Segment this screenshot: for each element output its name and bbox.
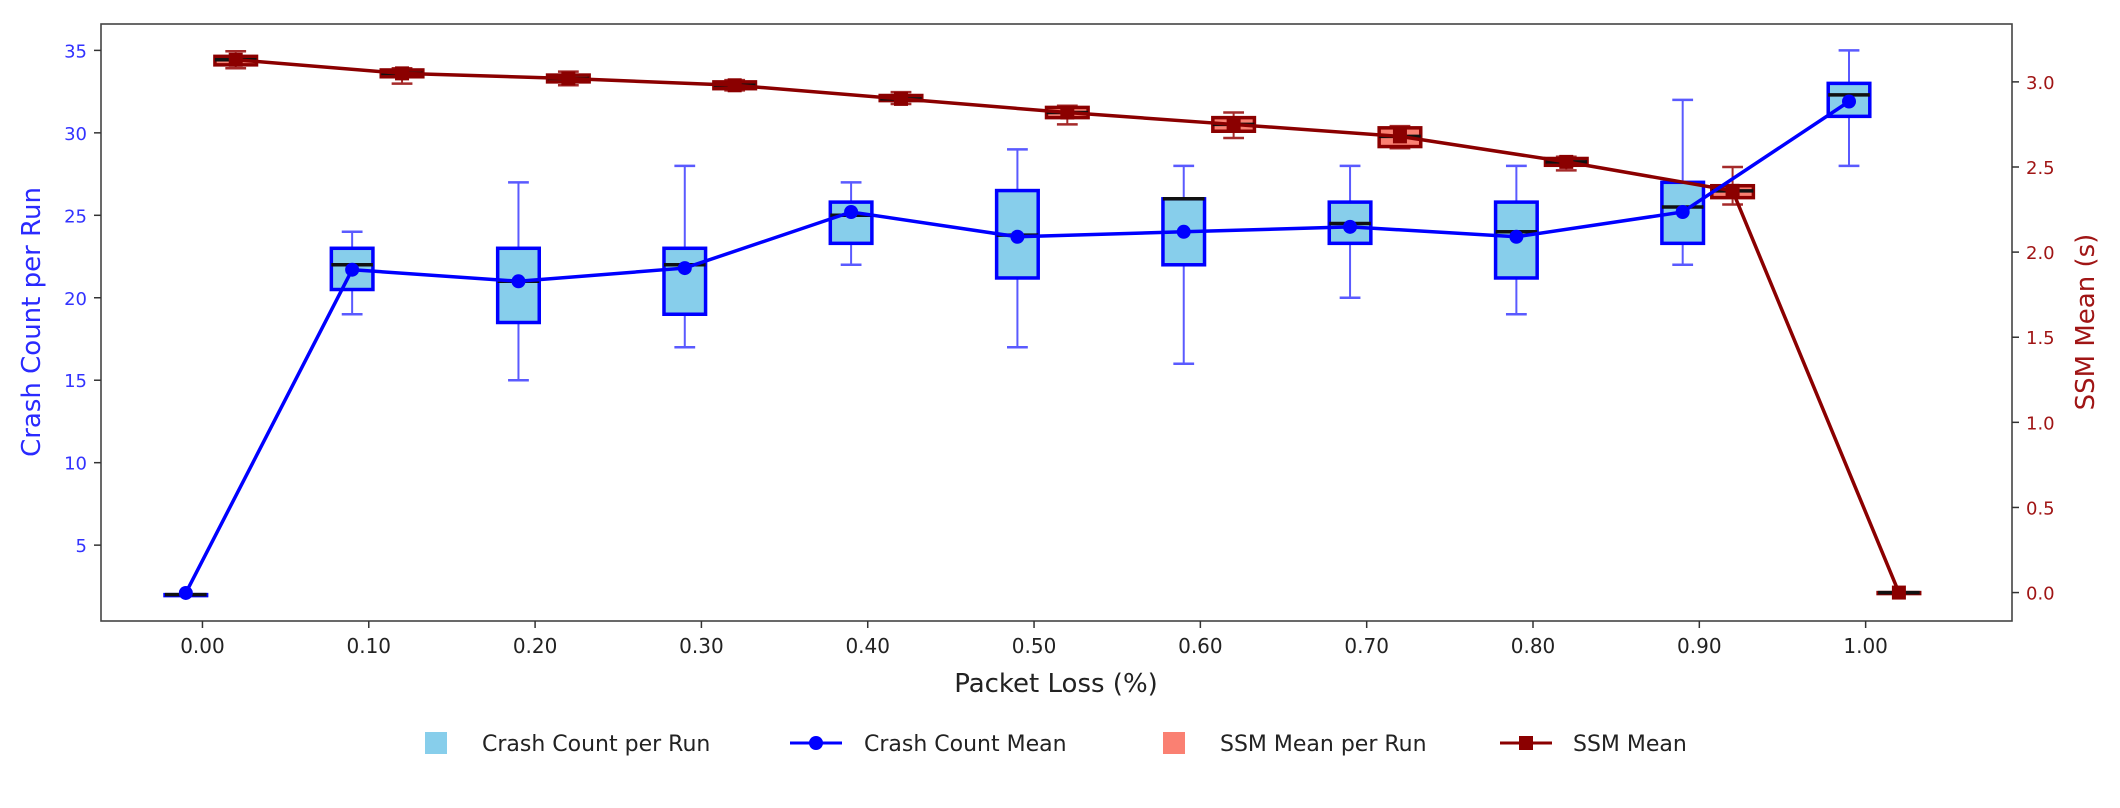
crash-count-box [828, 181, 874, 267]
crash-count-mean-point [511, 274, 526, 289]
ssm-mean-point [228, 52, 243, 67]
legend-label: Crash Count per Run [482, 732, 710, 757]
y-axis-right-label: SSM Mean (s) [2071, 234, 2101, 411]
ssm-mean-point [1226, 117, 1241, 132]
y-right-tick-label: 1.5 [2026, 328, 2055, 349]
ssm-mean-point [1559, 154, 1574, 169]
crash-count-mean-point [1842, 94, 1857, 109]
crash-count-box [1161, 164, 1207, 365]
ssm-mean-box-group [213, 49, 1922, 596]
y-left-tick-label: 15 [64, 371, 87, 392]
x-tick-label: 0.10 [347, 634, 392, 658]
x-tick-label: 0.40 [845, 634, 890, 658]
x-tick-label: 0.50 [1012, 634, 1057, 658]
plot-frame [100, 23, 2013, 622]
y-right-tick-label: 2.0 [2026, 243, 2055, 264]
y-left-tick-label: 5 [76, 536, 87, 557]
y-left-tick-label: 20 [64, 289, 87, 310]
y-axis-left: 5 10 15 20 25 30 35 [64, 41, 101, 557]
y-axis-right: 0.0 0.5 1.0 1.5 2.0 2.5 3.0 [2012, 73, 2055, 605]
legend-label: SSM Mean per Run [1220, 732, 1427, 757]
crash-count-mean-point [1509, 229, 1524, 244]
crash-count-mean-point [178, 585, 193, 600]
y-left-tick-label: 10 [64, 454, 87, 475]
legend-item-ssm-mean-per-run[interactable]: SSM Mean per Run [1163, 732, 1427, 757]
x-tick-label: 0.90 [1677, 634, 1722, 658]
x-tick-label: 0.20 [513, 634, 558, 658]
ssm-mean-point [727, 78, 742, 93]
legend-swatch-marker-square [1519, 736, 1533, 750]
y-right-tick-label: 0.0 [2026, 584, 2055, 605]
legend: Crash Count per Run Crash Count Mean SSM… [425, 732, 1687, 757]
x-tick-label: 0.70 [1344, 634, 1389, 658]
crash-count-box [662, 164, 708, 349]
y-right-tick-label: 3.0 [2026, 73, 2055, 94]
x-tick-label: 0.00 [180, 634, 225, 658]
y-right-tick-label: 0.5 [2026, 498, 2055, 519]
plot-marks [163, 49, 1922, 600]
crash-count-mean-point [1343, 219, 1358, 234]
crash-count-mean-point [1675, 205, 1690, 220]
ssm-mean-point [1392, 129, 1407, 144]
ssm-mean-point [893, 91, 908, 106]
crash-count-mean-point [345, 262, 360, 277]
y-left-tick-label: 30 [64, 124, 87, 145]
x-axis-label: Packet Loss (%) [954, 669, 1158, 699]
ssm-mean-point [1891, 585, 1906, 600]
legend-item-crash-count-per-run[interactable]: Crash Count per Run [425, 732, 710, 757]
ssm-mean-point [1725, 183, 1740, 198]
y-axis-left-label: Crash Count per Run [17, 187, 47, 457]
legend-swatch-box-salmon [1163, 732, 1185, 754]
legend-label: SSM Mean [1573, 732, 1687, 757]
x-tick-label: 0.30 [679, 634, 724, 658]
legend-swatch-box-blue [425, 732, 447, 754]
ssm-mean-line [235, 58, 1901, 594]
x-tick-label: 0.80 [1511, 634, 1556, 658]
crash-count-mean-point [1176, 224, 1191, 239]
legend-swatch-marker-circle [809, 736, 823, 750]
y-right-tick-label: 1.0 [2026, 413, 2055, 434]
crash-count-mean-point [1010, 229, 1025, 244]
y-left-tick-label: 35 [64, 41, 87, 62]
legend-item-crash-count-mean[interactable]: Crash Count Mean [790, 732, 1067, 757]
x-axis: 0.00 0.10 0.20 0.30 0.40 0.50 0.60 0.70 0.80 0.90… [180, 621, 1888, 658]
x-tick-label: 1.00 [1843, 634, 1888, 658]
crash-count-box [994, 148, 1040, 349]
ssm-mean-point [561, 71, 576, 86]
y-right-tick-label: 2.5 [2026, 158, 2055, 179]
crash-count-box-group [163, 49, 1872, 598]
ssm-mean-point [395, 66, 410, 81]
ssm-mean-point [1060, 105, 1075, 120]
x-tick-label: 0.60 [1178, 634, 1223, 658]
legend-label: Crash Count Mean [864, 732, 1067, 757]
box [662, 246, 708, 317]
crash-count-mean-point [677, 261, 692, 276]
crash-count-mean-point [844, 205, 859, 220]
y-left-tick-label: 25 [64, 206, 87, 227]
legend-item-ssm-mean[interactable]: SSM Mean [1500, 732, 1687, 757]
